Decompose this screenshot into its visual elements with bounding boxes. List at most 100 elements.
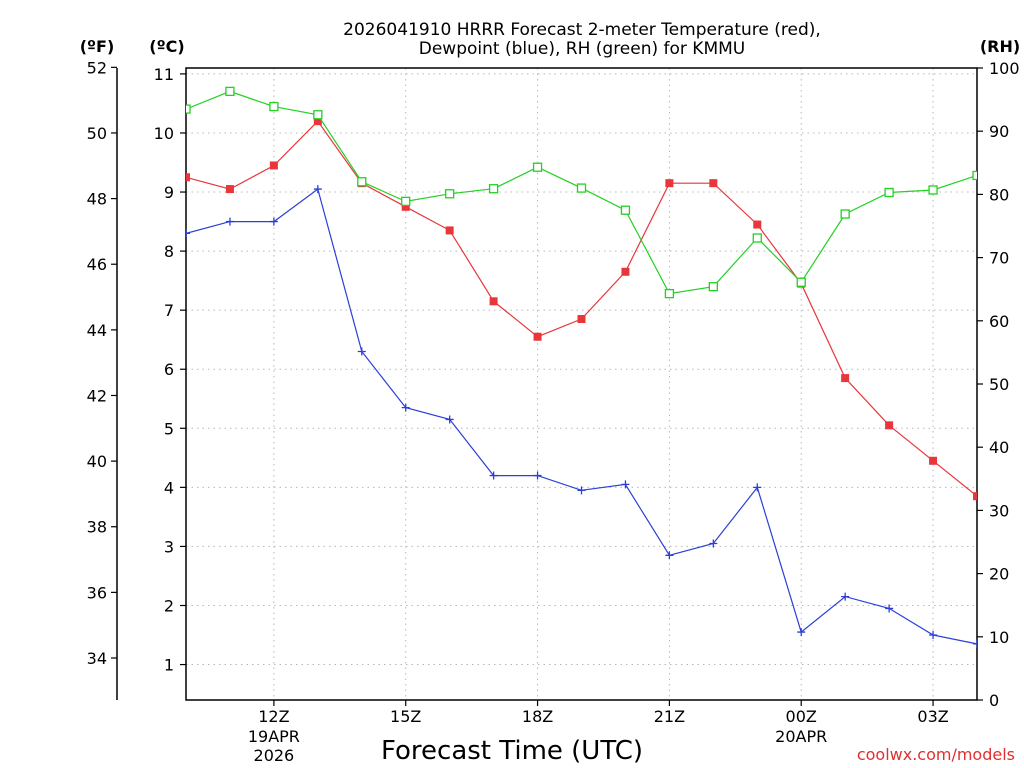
fahrenheit-unit-label: (ºF) (80, 37, 115, 56)
celsius-tick-label: 2 (164, 596, 174, 615)
rh-point (972, 170, 977, 181)
rh-tick-label: 50 (989, 375, 1009, 394)
temperature-point (753, 220, 762, 229)
time-tick-label: 15Z (390, 707, 421, 726)
dewpoint-point (313, 185, 322, 194)
temperature-point (885, 421, 894, 430)
y-axes: 1234567891011343638404244464850520102030… (87, 58, 1020, 710)
rh-point (708, 282, 718, 292)
temperature-point (665, 179, 674, 188)
temperature-point (225, 185, 234, 194)
rh-tick-label: 80 (989, 185, 1009, 204)
temperature-line (186, 120, 977, 497)
fahrenheit-tick-label: 42 (87, 386, 107, 405)
rh-point (664, 288, 675, 299)
dewpoint-line (186, 188, 977, 645)
time-tick-label: 03Z (917, 707, 948, 726)
temperature-point (269, 161, 278, 170)
fahrenheit-tick-label: 48 (87, 190, 107, 209)
temperature-point (186, 173, 190, 182)
rh-point (445, 189, 455, 199)
temperature-point (401, 202, 410, 211)
rh-tick-label: 70 (989, 249, 1009, 268)
fahrenheit-tick-label: 40 (87, 452, 107, 471)
time-tick-label: 21Z (654, 707, 685, 726)
dewpoint-point (885, 604, 894, 613)
fahrenheit-tick-label: 36 (87, 583, 107, 602)
fahrenheit-tick-label: 46 (87, 255, 107, 274)
celsius-tick-label: 6 (164, 360, 174, 379)
dewpoint-point (186, 229, 190, 238)
dewpoint-point (577, 486, 586, 495)
dewpoint-point (665, 551, 674, 560)
rh-tick-label: 30 (989, 501, 1009, 520)
rh-tick-label: 100 (989, 59, 1020, 78)
time-tick-label: 00Z (786, 707, 817, 726)
source-credit: coolwx.com/models (857, 745, 1015, 764)
dewpoint-point (841, 592, 850, 601)
rh-point (401, 196, 411, 207)
dewpoint-point (357, 347, 366, 356)
celsius-tick-label: 5 (164, 419, 174, 438)
rh-tick-label: 0 (989, 691, 999, 710)
fahrenheit-tick-label: 44 (87, 321, 107, 340)
dewpoint-point (709, 539, 718, 548)
dewpoint-point (929, 631, 938, 640)
dewpoint-point (401, 403, 410, 412)
fahrenheit-tick-label: 34 (87, 649, 107, 668)
celsius-tick-label: 4 (164, 478, 174, 497)
celsius-unit-label: (ºC) (149, 37, 184, 56)
data-series (186, 86, 977, 648)
fahrenheit-tick-label: 50 (87, 124, 107, 143)
temperature-point (313, 117, 322, 126)
rh-unit-label: (RH) (980, 37, 1020, 56)
date-label: 20APR (775, 727, 827, 746)
rh-point (269, 101, 279, 112)
temperature-point (445, 226, 454, 235)
dewpoint-point (269, 217, 278, 226)
chart-title-line-1: 2026041910 HRRR Forecast 2-meter Tempera… (343, 20, 821, 40)
dewpoint-point (797, 628, 806, 637)
rh-tick-label: 60 (989, 312, 1009, 331)
gridlines (186, 68, 977, 700)
temperature-point (533, 332, 542, 341)
temperature-point (709, 179, 718, 188)
celsius-tick-label: 8 (164, 242, 174, 261)
rh-point (796, 277, 806, 287)
rh-point (752, 233, 762, 243)
time-tick-label: 18Z (522, 707, 553, 726)
rh-tick-label: 40 (989, 438, 1009, 457)
dewpoint-point (753, 483, 762, 492)
fahrenheit-tick-label: 38 (87, 518, 107, 537)
rh-tick-label: 90 (989, 122, 1009, 141)
fahrenheit-tick-label: 52 (87, 58, 107, 77)
year-label: 2026 (254, 746, 295, 765)
rh-point (357, 177, 367, 187)
rh-point (620, 205, 631, 215)
rh-point (576, 183, 587, 193)
rh-point (313, 110, 323, 120)
celsius-tick-label: 7 (164, 301, 174, 320)
celsius-tick-label: 3 (164, 537, 174, 556)
dewpoint-point (225, 217, 234, 226)
rh-tick-label: 10 (989, 628, 1009, 647)
dewpoint-point (533, 471, 542, 480)
rh-point (840, 209, 850, 219)
rh-point (186, 104, 191, 114)
dewpoint-point (621, 480, 630, 489)
celsius-tick-label: 9 (164, 183, 174, 202)
rh-tick-label: 20 (989, 565, 1009, 584)
temperature-point (621, 267, 630, 276)
temperature-point (577, 315, 586, 324)
temperature-point (973, 492, 977, 501)
celsius-tick-label: 10 (154, 124, 174, 143)
x-axis-title: Forecast Time (UTC) (381, 736, 643, 766)
temperature-point (929, 456, 938, 465)
rh-point (884, 187, 894, 198)
dewpoint-point (973, 639, 977, 648)
celsius-tick-label: 1 (164, 656, 174, 675)
dewpoint-point (445, 415, 454, 424)
date-label: 19APR (248, 727, 300, 746)
rh-point (225, 86, 235, 97)
